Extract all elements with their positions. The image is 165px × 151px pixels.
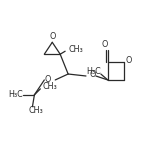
Text: O: O — [102, 40, 108, 49]
Text: H₃C: H₃C — [9, 90, 23, 99]
Text: H₃C: H₃C — [86, 67, 101, 76]
Text: CH₃: CH₃ — [42, 82, 57, 91]
Text: O: O — [44, 76, 50, 84]
Text: CH₃: CH₃ — [68, 45, 83, 54]
Text: O: O — [126, 56, 132, 65]
Text: CH₃: CH₃ — [28, 106, 43, 115]
Text: O: O — [49, 32, 55, 41]
Text: O: O — [90, 69, 96, 79]
